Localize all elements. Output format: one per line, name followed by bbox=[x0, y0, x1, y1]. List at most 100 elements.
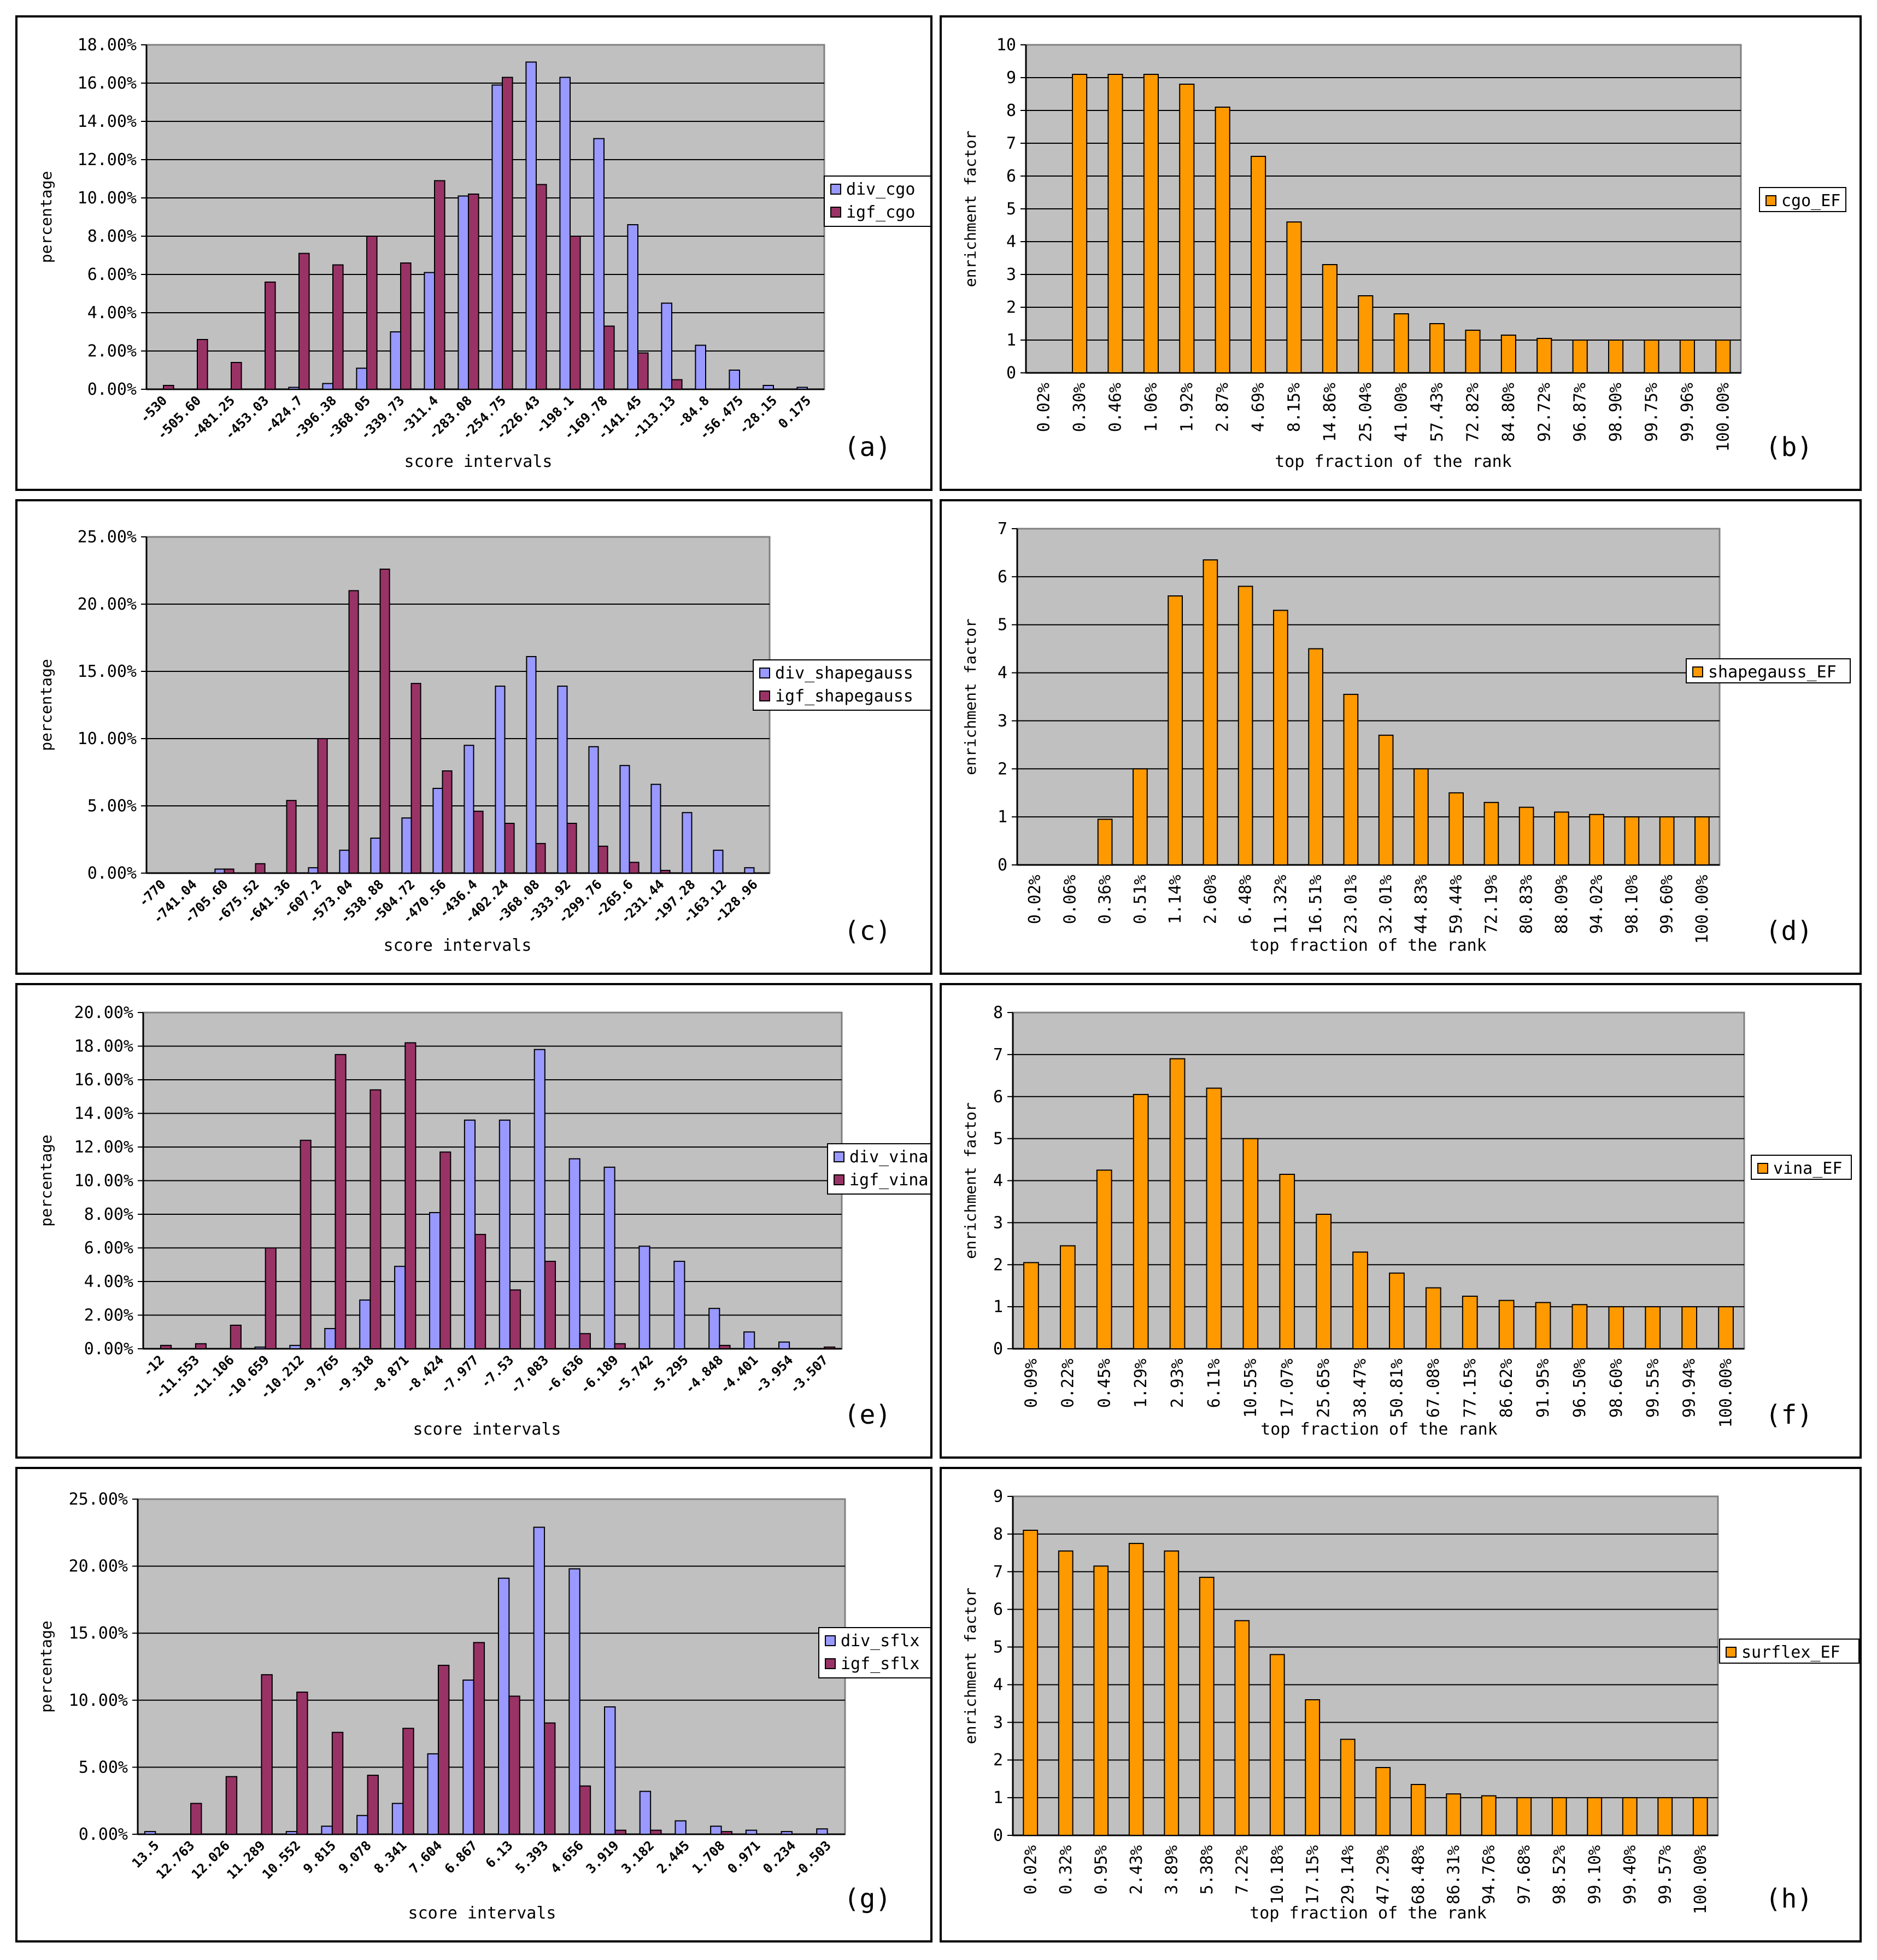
x-tick-label: 11.32% bbox=[1271, 875, 1291, 934]
bar bbox=[824, 1346, 836, 1349]
y-tick-label: 0 bbox=[993, 1339, 1003, 1359]
x-tick-label: 100.00% bbox=[1717, 1359, 1736, 1427]
x-tick-label: 59.44% bbox=[1447, 875, 1466, 934]
bar bbox=[533, 1049, 545, 1349]
x-axis-title: top fraction of the rank bbox=[1250, 936, 1486, 955]
bar bbox=[566, 822, 577, 874]
x-tick-label: 0.175 bbox=[775, 393, 814, 431]
bar bbox=[457, 195, 470, 390]
y-tick-label: 14.00% bbox=[74, 1104, 133, 1124]
bar bbox=[568, 1158, 580, 1349]
bar bbox=[1340, 1739, 1356, 1836]
legend-swatch bbox=[834, 1174, 844, 1185]
legend-label: cgo_EF bbox=[1781, 191, 1840, 210]
y-axis-title: percentage bbox=[37, 659, 55, 751]
bar bbox=[674, 1820, 687, 1835]
bar bbox=[1535, 1302, 1551, 1349]
bar bbox=[1358, 295, 1374, 373]
panel-label: (a) bbox=[844, 432, 891, 463]
bar bbox=[1059, 1245, 1076, 1349]
y-axis-title: percentage bbox=[37, 1620, 55, 1713]
y-tick-label: 4 bbox=[1006, 232, 1016, 251]
bar bbox=[300, 1139, 312, 1349]
bar bbox=[729, 370, 741, 390]
x-tick-label: 3.89% bbox=[1162, 1845, 1181, 1894]
bar bbox=[439, 1151, 451, 1349]
x-tick-label: 68.48% bbox=[1409, 1845, 1428, 1904]
bar bbox=[1679, 340, 1695, 373]
x-tick-label: 0.45% bbox=[1095, 1359, 1114, 1408]
bar bbox=[464, 1119, 476, 1350]
x-tick-label: 0.02% bbox=[1021, 1845, 1040, 1894]
bar bbox=[682, 812, 693, 874]
bar bbox=[660, 870, 671, 874]
y-tick-label: 6 bbox=[993, 1600, 1003, 1619]
bar bbox=[720, 1831, 732, 1835]
panel-label: (c) bbox=[844, 916, 891, 946]
legend-label: igf_vina bbox=[849, 1171, 929, 1190]
bar bbox=[544, 1722, 556, 1835]
bar bbox=[1516, 1797, 1532, 1836]
x-tick-label: 6.867 bbox=[442, 1838, 480, 1876]
bar bbox=[1413, 768, 1429, 865]
x-tick-label: 4.69% bbox=[1249, 383, 1268, 432]
y-tick-label: 0.00% bbox=[87, 380, 137, 399]
x-tick-label: 1.29% bbox=[1131, 1359, 1151, 1408]
x-axis-title: top fraction of the rank bbox=[1260, 1420, 1497, 1439]
bar bbox=[197, 339, 208, 390]
x-tick-label: 0.06% bbox=[1060, 875, 1080, 924]
bar bbox=[1199, 1577, 1215, 1836]
bar bbox=[160, 1344, 172, 1349]
bar bbox=[286, 800, 297, 874]
bar bbox=[1215, 107, 1230, 373]
bar bbox=[379, 569, 390, 874]
x-tick-label: 3.182 bbox=[619, 1838, 658, 1876]
y-tick-label: 16.00% bbox=[78, 74, 137, 93]
x-tick-label: 5.393 bbox=[512, 1838, 551, 1876]
bar bbox=[1133, 1093, 1149, 1349]
bar bbox=[796, 387, 808, 390]
x-tick-label: 98.52% bbox=[1550, 1845, 1569, 1904]
x-tick-label: -28.15 bbox=[736, 393, 780, 437]
x-tick-label: 99.75% bbox=[1643, 383, 1662, 442]
y-tick-label: 20.00% bbox=[78, 595, 137, 614]
bar bbox=[559, 77, 571, 390]
bar bbox=[359, 1299, 371, 1350]
x-tick-label: 17.15% bbox=[1303, 1845, 1322, 1904]
y-tick-label: 10.00% bbox=[74, 1172, 133, 1191]
bar bbox=[308, 867, 319, 874]
x-tick-label: 4.656 bbox=[548, 1838, 586, 1876]
bar bbox=[369, 1089, 382, 1349]
y-tick-label: 6 bbox=[1006, 167, 1016, 186]
bar bbox=[495, 686, 506, 874]
bar bbox=[265, 1247, 277, 1349]
y-tick-label: 2 bbox=[998, 759, 1007, 779]
bar bbox=[1465, 330, 1481, 373]
chart-e: 0.00% 2.00% 4.00% 6.00% 8.00% 10.00% 12.00% 14.… bbox=[37, 1003, 930, 1439]
legend-swatch bbox=[830, 184, 841, 195]
bar bbox=[1429, 323, 1445, 373]
x-tick-label: 32.01% bbox=[1377, 875, 1396, 934]
x-tick-label: 94.02% bbox=[1587, 875, 1606, 934]
x-tick-label: 12.026 bbox=[189, 1838, 233, 1882]
y-tick-label: 10.00% bbox=[78, 729, 137, 748]
bar bbox=[627, 224, 639, 390]
bar bbox=[1343, 694, 1359, 865]
bar bbox=[650, 1829, 662, 1835]
x-tick-label: 0.02% bbox=[1035, 383, 1054, 432]
bar bbox=[1093, 1565, 1109, 1836]
legend-label: div_vina bbox=[849, 1148, 929, 1167]
legend-swatch bbox=[825, 1658, 836, 1669]
x-tick-label: 99.57% bbox=[1656, 1845, 1675, 1904]
x-tick-label: 12.763 bbox=[153, 1838, 197, 1882]
legend bbox=[818, 1627, 930, 1678]
x-tick-label: 17.07% bbox=[1278, 1359, 1297, 1418]
bar bbox=[1608, 340, 1624, 373]
y-tick-label: 3 bbox=[1006, 265, 1016, 284]
y-tick-label: 5 bbox=[993, 1638, 1003, 1657]
x-tick-label: 91.95% bbox=[1534, 1359, 1553, 1418]
y-tick-label: 3 bbox=[993, 1213, 1003, 1232]
x-tick-label: 99.96% bbox=[1678, 383, 1697, 442]
y-tick-label: 4 bbox=[993, 1675, 1003, 1694]
bar bbox=[1128, 1543, 1144, 1836]
